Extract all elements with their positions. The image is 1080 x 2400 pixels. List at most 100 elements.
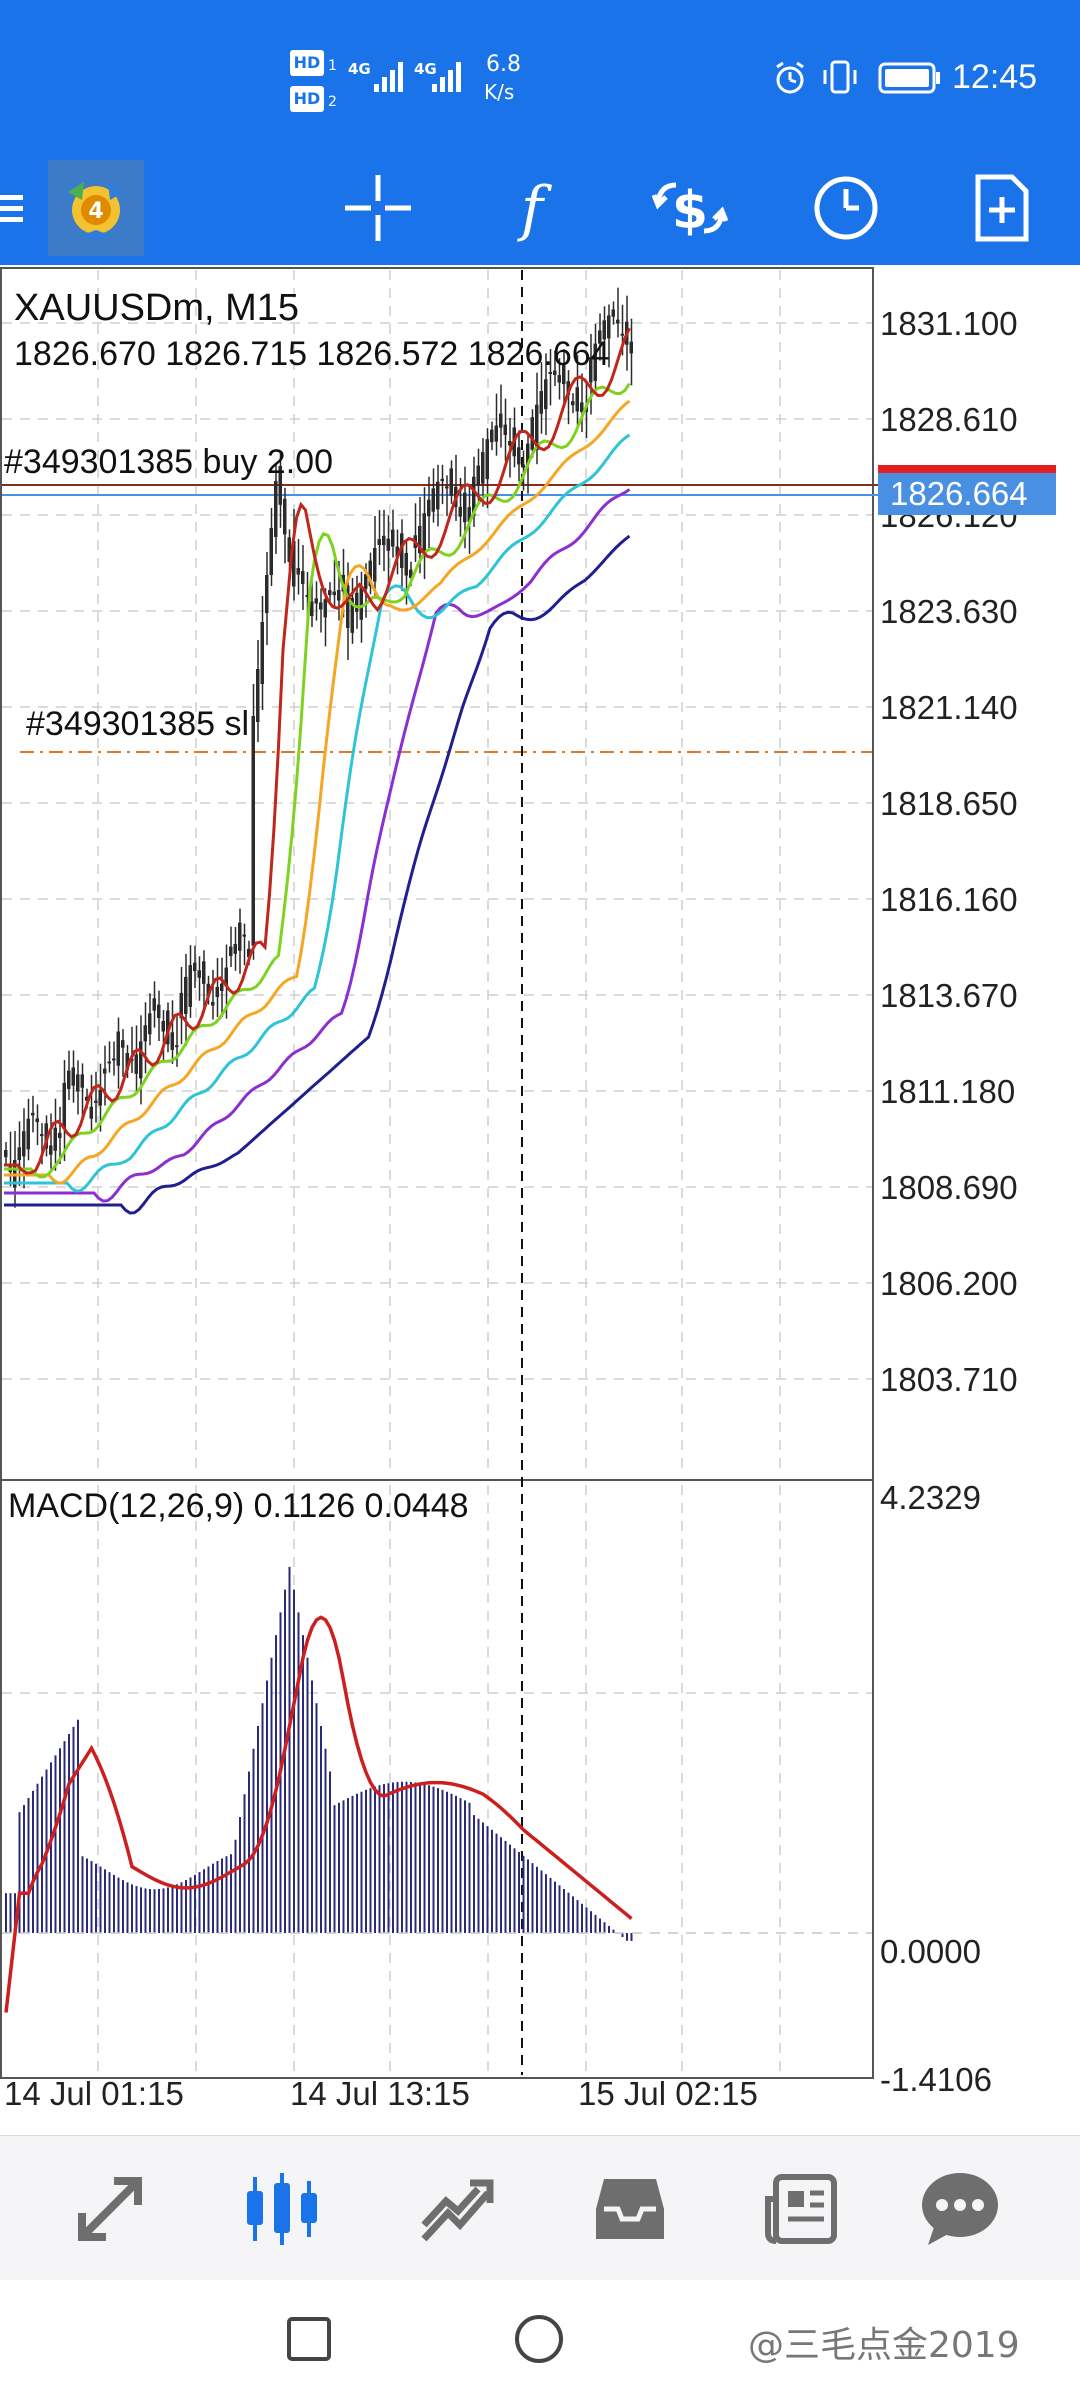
candle-body xyxy=(337,589,341,601)
candle-body xyxy=(436,481,440,510)
candle-body xyxy=(476,465,480,486)
macd-label: MACD(12,26,9) 0.1126 0.0448 xyxy=(8,1487,469,1525)
candle-body xyxy=(40,1134,44,1137)
candle-body xyxy=(22,1131,26,1157)
candle-body xyxy=(422,513,426,554)
candle-body xyxy=(148,1013,152,1035)
candle-body xyxy=(616,319,620,324)
ma-green-line xyxy=(4,382,631,1179)
candle-body xyxy=(112,1058,116,1061)
candle-body xyxy=(580,402,584,413)
candle-body xyxy=(152,998,156,1011)
candle-body xyxy=(463,492,467,523)
chart-area[interactable]: XAUUSDm, M15 1826.670 1826.715 1826.572 … xyxy=(0,265,1080,2135)
crosshair-button[interactable] xyxy=(328,150,428,265)
signal-strength-icon-2 xyxy=(432,62,461,92)
candle-body xyxy=(481,452,485,484)
candle-body xyxy=(125,1053,129,1071)
candle-body xyxy=(89,1106,93,1119)
sim2-number: 2 xyxy=(328,94,337,110)
home-icon[interactable] xyxy=(514,2314,564,2364)
candle-body xyxy=(247,948,251,958)
ma-purple-line xyxy=(4,488,631,1203)
order-buy-label[interactable]: #349301385 buy 2.00 xyxy=(4,443,333,481)
candle-body xyxy=(566,381,570,396)
candle-body xyxy=(76,1074,80,1092)
price-tick: 1823.630 xyxy=(880,593,1018,630)
candle-body xyxy=(575,387,579,412)
new-order-button[interactable] xyxy=(952,150,1052,265)
time-tick-3: 15 Jul 02:15 xyxy=(578,2075,758,2112)
candle-body xyxy=(26,1118,30,1150)
top-toolbar: 4 f $ xyxy=(0,150,1080,265)
battery-icon xyxy=(878,62,940,94)
candle-body xyxy=(503,424,507,435)
candle-body xyxy=(229,946,233,956)
macd-signal-line xyxy=(4,1615,633,2013)
nav-news[interactable] xyxy=(732,2136,872,2281)
timeframe-button[interactable] xyxy=(796,150,896,265)
candle-body xyxy=(251,716,255,946)
candle-body xyxy=(593,343,597,381)
candle-body xyxy=(445,486,449,489)
candle-body xyxy=(310,601,314,617)
candle-body xyxy=(256,669,260,722)
vibrate-icon xyxy=(823,60,857,94)
bottom-navigation xyxy=(0,2135,1080,2281)
candle-body xyxy=(472,476,476,516)
chart-frame xyxy=(0,267,874,2079)
metatrader-logo-button[interactable]: 4 xyxy=(48,160,144,256)
candle-body xyxy=(521,464,525,468)
macd-tick-max: 4.2329 xyxy=(880,1479,981,1516)
candle-body xyxy=(409,569,413,578)
candle-body xyxy=(598,330,602,344)
nav-trade[interactable] xyxy=(386,2136,526,2281)
candle-body xyxy=(562,363,566,385)
candle-body xyxy=(427,499,431,517)
recent-apps-icon[interactable] xyxy=(286,2316,332,2362)
macd-tick-zero: 0.0000 xyxy=(880,1933,981,1970)
nav-quotes[interactable] xyxy=(40,2136,180,2281)
nav-chat[interactable] xyxy=(890,2136,1030,2281)
candle-body xyxy=(202,961,206,984)
candle-body xyxy=(265,575,269,613)
ma-red-line xyxy=(4,327,631,1175)
candle-body xyxy=(359,585,363,620)
price-chart-canvas[interactable] xyxy=(0,265,1080,2135)
candle-body xyxy=(103,1068,107,1074)
candle-body xyxy=(449,468,453,496)
candle-body xyxy=(499,413,503,428)
indicators-button[interactable]: f xyxy=(482,150,582,265)
candle-body xyxy=(301,571,305,584)
candle-body xyxy=(350,597,354,633)
nav-chart[interactable] xyxy=(212,2136,352,2281)
network-speed-unit: K/s xyxy=(484,80,515,104)
order-stoploss-label[interactable]: #349301385 sl xyxy=(26,705,250,743)
status-bar: HD 1 HD 2 4G 4G 6.8 K/s 12:45 xyxy=(0,0,1080,150)
candle-body xyxy=(175,1045,179,1048)
candle-body xyxy=(305,595,309,598)
trade-button[interactable]: $ xyxy=(640,150,740,265)
candle-body xyxy=(17,1147,21,1160)
crosshair-icon xyxy=(345,174,411,241)
candle-body xyxy=(548,371,552,374)
price-tick: 1813.670 xyxy=(880,977,1018,1014)
candle-body xyxy=(233,943,237,954)
ma-navy-line xyxy=(4,534,631,1215)
candle-body xyxy=(269,528,273,575)
candle-body xyxy=(544,379,548,410)
candle-body xyxy=(517,447,521,465)
clock: 12:45 xyxy=(952,58,1038,96)
menu-button[interactable] xyxy=(0,150,50,265)
svg-text:$: $ xyxy=(672,181,708,241)
candle-body xyxy=(107,1061,111,1064)
nav-history[interactable] xyxy=(560,2136,700,2281)
candle-body xyxy=(58,1132,62,1139)
timeframe-icon xyxy=(814,176,878,239)
candle-body xyxy=(530,417,534,450)
trade-icon: $ xyxy=(651,181,729,241)
candle-body xyxy=(157,1004,161,1018)
candle-body xyxy=(215,986,219,997)
candle-body xyxy=(314,598,318,604)
ma-cyan-line xyxy=(4,433,631,1193)
